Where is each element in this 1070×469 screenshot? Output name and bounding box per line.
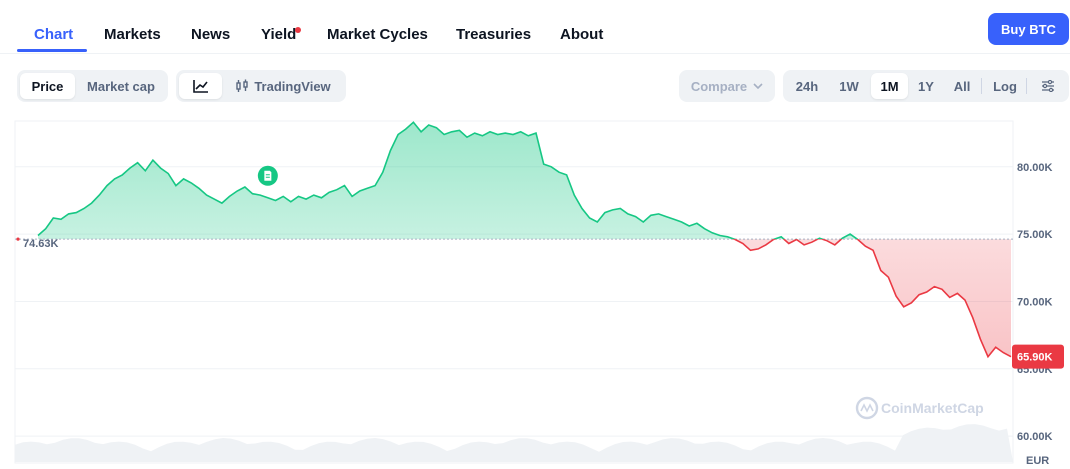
candlestick-icon: [236, 79, 249, 92]
price-area-down: [38, 239, 1011, 357]
tab-yield[interactable]: Yield: [261, 26, 297, 43]
document-icon-lines: [265, 174, 270, 178]
chart-type-toggle: TradingView: [176, 70, 346, 102]
compare-label: Compare: [690, 78, 748, 94]
volume-area: [15, 424, 1013, 462]
top-nav: Chart Markets News Yield Market Cycles T…: [0, 0, 1070, 54]
y-tick-label: 60.00K: [1017, 431, 1053, 443]
log-scale-button[interactable]: Log: [993, 78, 1017, 94]
market-cap-button[interactable]: Market cap: [87, 78, 155, 94]
y-tick-label: 70.00K: [1017, 296, 1053, 308]
price-chart-svg: CoinMarketCap 80.00K75.00K70.00K65.00K60…: [0, 117, 1064, 467]
tradingview-label: TradingView: [254, 78, 331, 94]
tab-about[interactable]: About: [560, 26, 604, 43]
baseline-label: 74.63K: [23, 238, 59, 250]
sliders-icon: [1042, 80, 1054, 92]
last-price-label: 65.90K: [1017, 352, 1053, 364]
notification-dot: [295, 27, 301, 33]
metric-toggle: Price Market cap: [17, 70, 168, 102]
coinmarketcap-logo-icon: [855, 396, 879, 420]
active-tab-indicator: [17, 49, 87, 52]
compare-dropdown[interactable]: Compare: [679, 70, 775, 102]
tradingview-button[interactable]: TradingView: [230, 73, 336, 99]
tab-chart[interactable]: Chart: [34, 26, 74, 43]
range-1m-button[interactable]: 1M: [871, 73, 908, 99]
range-24h-button[interactable]: 24h: [795, 78, 819, 94]
document-icon: [264, 170, 272, 181]
tab-news[interactable]: News: [191, 26, 231, 43]
price-line-up: [37, 121, 859, 240]
tab-treasuries[interactable]: Treasuries: [456, 26, 532, 43]
tab-market-cycles[interactable]: Market Cycles: [327, 26, 428, 43]
line-chart-icon: [192, 80, 208, 93]
price-area-up: [38, 122, 858, 240]
range-toggle: 24h 1W 1M 1Y All Log: [783, 70, 1069, 102]
last-price-tag: 65.90K: [1012, 344, 1064, 369]
price-chart[interactable]: CoinMarketCap 80.00K 75.00K 70.00K 65.00K 60…: [0, 117, 1070, 469]
range-1y-button[interactable]: 1Y: [918, 78, 934, 94]
y-tick-label: 75.00K: [1017, 229, 1053, 241]
range-1w-button[interactable]: 1W: [839, 78, 859, 94]
plot-frame: [14, 120, 1014, 464]
line-chart-button[interactable]: [179, 73, 222, 99]
coinmarketcap-watermark: CoinMarketCap: [881, 400, 984, 416]
settings-button[interactable]: [1033, 73, 1063, 99]
range-all-button[interactable]: All: [953, 78, 971, 94]
chevron-down-icon: [753, 83, 763, 89]
toolbar-divider: [981, 78, 982, 94]
buy-btc-button[interactable]: Buy BTC: [988, 13, 1069, 45]
tab-markets[interactable]: Markets: [104, 26, 161, 43]
price-button[interactable]: Price: [20, 73, 75, 99]
news-event-marker[interactable]: [257, 165, 278, 186]
toolbar-divider: [1026, 78, 1027, 94]
y-tick-label: 80.00K: [1017, 162, 1053, 174]
currency-label: EUR: [1026, 455, 1049, 467]
baseline-marker: [16, 237, 20, 241]
